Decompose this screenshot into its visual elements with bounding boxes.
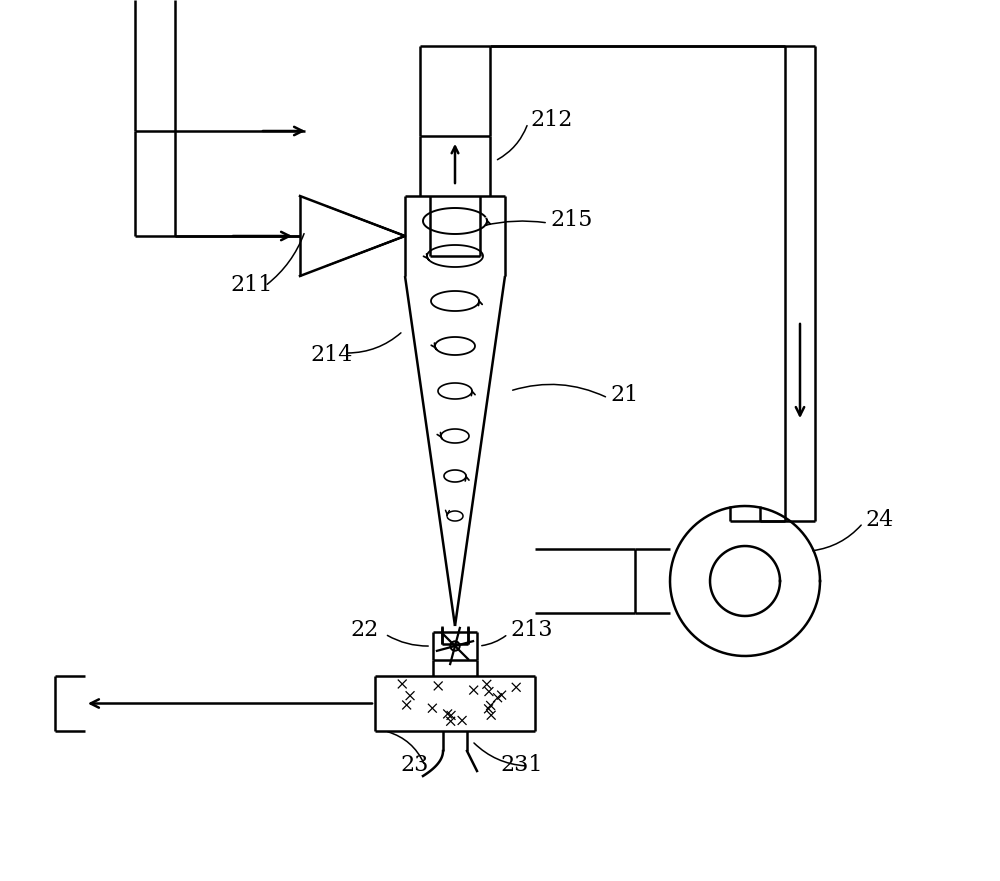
Text: 213: 213 [510,619,552,641]
Text: 215: 215 [550,209,592,231]
Text: 214: 214 [310,344,352,366]
Text: 231: 231 [500,754,542,776]
Text: 211: 211 [230,274,272,296]
Text: 24: 24 [865,509,893,531]
Text: 212: 212 [530,109,572,131]
Text: 22: 22 [350,619,378,641]
Text: 23: 23 [400,754,428,776]
Text: 21: 21 [610,384,638,406]
